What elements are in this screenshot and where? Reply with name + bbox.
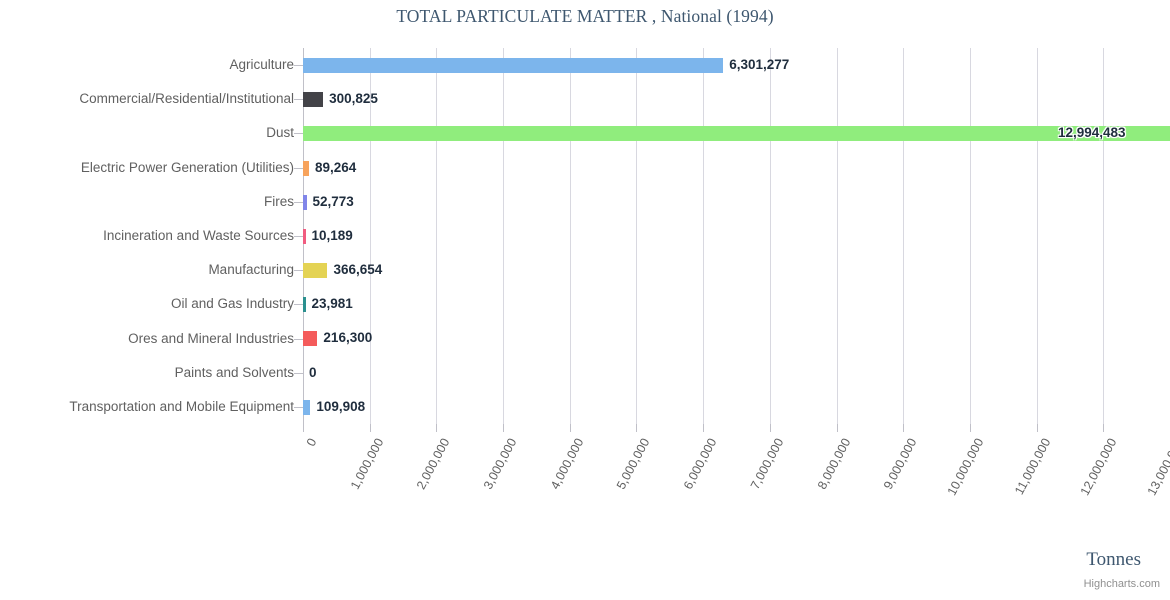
x-axis-tick-label: 8,000,000: [814, 436, 853, 492]
bar[interactable]: [303, 228, 306, 244]
bar-row[interactable]: 216,300: [303, 321, 1170, 355]
x-axis-tick: [303, 424, 304, 432]
category-label: Dust: [266, 125, 294, 141]
x-axis-tick-label: 0: [303, 436, 320, 449]
category-tick: [294, 168, 303, 169]
category-tick: [294, 202, 303, 203]
x-axis-tick: [436, 424, 438, 432]
category-tick: [294, 99, 303, 100]
bar-row[interactable]: 6,301,277: [303, 48, 1170, 82]
x-axis-tick: [1036, 424, 1038, 432]
category-label: Commercial/Residential/Institutional: [79, 91, 294, 107]
bar[interactable]: [303, 297, 306, 313]
bar-row[interactable]: 52,773: [303, 185, 1170, 219]
bar[interactable]: [303, 58, 724, 73]
category-label: Electric Power Generation (Utilities): [80, 159, 294, 175]
x-axis-tick-label: 4,000,000: [547, 436, 587, 492]
bar-value-label: 52,773: [312, 193, 354, 209]
category-tick: [294, 133, 303, 134]
x-axis-tick: [1103, 424, 1105, 432]
bar-row[interactable]: 10,189: [303, 219, 1170, 253]
bar-value-label: 300,825: [329, 91, 378, 107]
chart-title: TOTAL PARTICULATE MATTER , National (199…: [396, 6, 774, 26]
x-axis-tick-label: 9,000,000: [881, 436, 920, 492]
x-axis: 0 1,000,000 2,000,000 3,000,000 4,000,000 5,0…: [303, 424, 1170, 534]
bar-row[interactable]: 23,981: [303, 287, 1170, 321]
category-label: Fires: [264, 193, 294, 209]
category-axis: Agriculture Commercial/Residential/Instit…: [0, 48, 303, 424]
bar-value-label: 6,301,277: [729, 57, 790, 72]
category-tick: [294, 407, 303, 408]
bar-value-label: 0: [309, 364, 317, 380]
category-label: Paints and Solvents: [174, 364, 294, 380]
bar-row[interactable]: 300,825: [303, 82, 1170, 116]
category-label: Agriculture: [229, 57, 294, 73]
bar[interactable]: [303, 126, 1170, 142]
x-axis-tick: [636, 424, 638, 432]
x-axis-tick: [703, 424, 705, 432]
category-tick: [294, 65, 303, 66]
bar-row[interactable]: 109,908: [303, 390, 1170, 424]
x-axis-tick-label: 6,000,000: [681, 436, 720, 492]
category-tick: [294, 270, 303, 271]
x-axis-tick-label: 3,000,000: [480, 436, 520, 492]
category-tick: [294, 304, 303, 305]
bar[interactable]: [303, 92, 324, 108]
x-axis-tick: [769, 424, 771, 432]
x-axis-tick-label: 11,000,000: [1011, 436, 1053, 497]
x-axis-tick-label: 1,000,000: [347, 436, 387, 492]
bar-value-label: 10,189: [311, 227, 353, 243]
x-axis-tick-label: 10,000,000: [944, 436, 987, 498]
x-axis-tick: [969, 424, 971, 432]
bar-value-label: 23,981: [311, 296, 353, 312]
highcharts-credits: Highcharts.com: [1083, 578, 1160, 590]
x-axis-tick-label: 12,000,000: [1077, 436, 1120, 498]
category-label: Ores and Mineral Industries: [128, 330, 294, 346]
x-axis-title: Tonnes: [1086, 549, 1141, 570]
bar[interactable]: [303, 263, 328, 279]
x-axis-tick: [369, 424, 371, 432]
bar-row[interactable]: 366,654: [303, 253, 1170, 287]
bar-row[interactable]: 89,264: [303, 151, 1170, 185]
bar[interactable]: [303, 160, 309, 176]
category-tick: [294, 373, 303, 374]
bar-value-label: 216,300: [323, 330, 373, 346]
x-axis-tick-label: 7,000,000: [747, 436, 787, 492]
bar[interactable]: [303, 194, 307, 210]
bar-value-label: 89,264: [314, 159, 357, 175]
x-axis-tick-label: 13,000,000: [1144, 436, 1170, 498]
bar[interactable]: [303, 399, 311, 415]
bar-value-label: 366,654: [333, 262, 383, 278]
bar-value-label: 109,908: [316, 398, 366, 414]
bar[interactable]: [303, 331, 318, 347]
category-tick: [294, 339, 303, 340]
x-axis-tick-label: 2,000,000: [414, 436, 453, 492]
bar-row[interactable]: 12,994,483: [303, 116, 1170, 150]
plot-area: 6,301,277 300,825 12,994,483 89,264 52,773 10…: [303, 48, 1170, 424]
bar-row[interactable]: 0: [303, 356, 1170, 390]
category-label: Oil and Gas Industry: [170, 296, 294, 312]
bar-series: 6,301,277 300,825 12,994,483 89,264 52,773 10…: [303, 48, 1170, 424]
x-axis-tick: [836, 424, 838, 432]
category-label: Transportation and Mobile Equipment: [69, 398, 294, 414]
category-tick: [294, 236, 303, 237]
x-axis-tick: [503, 424, 505, 432]
x-axis-tick: [903, 424, 905, 432]
bar-value-label: 12,994,483: [1058, 125, 1126, 141]
x-axis-tick: [569, 424, 571, 432]
category-label: Incineration and Waste Sources: [103, 228, 294, 243]
x-axis-tick-label: 5,000,000: [614, 436, 653, 492]
category-label: Manufacturing: [208, 262, 294, 278]
